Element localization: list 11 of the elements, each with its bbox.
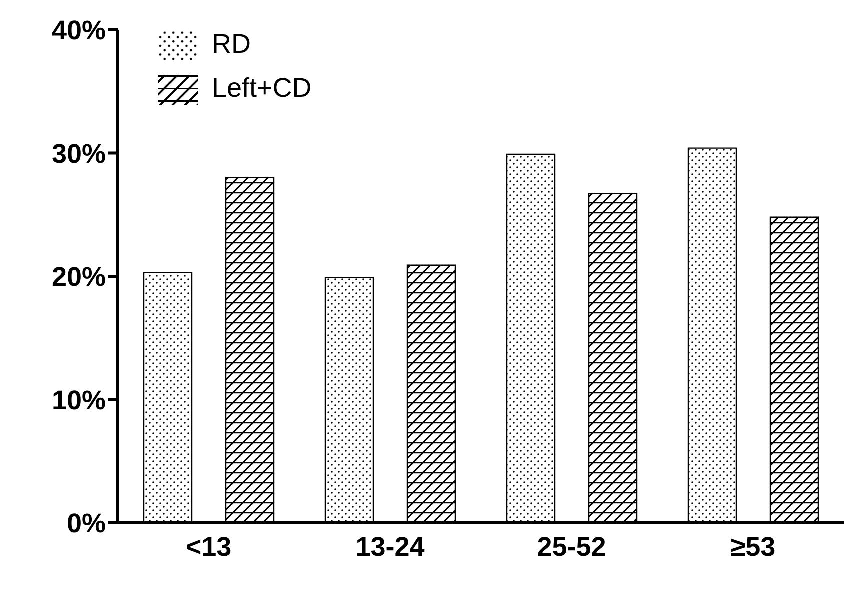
x-tick-label: 13-24 <box>356 532 425 562</box>
x-tick-label: 25-52 <box>537 532 606 562</box>
y-tick-label: 40% <box>52 16 106 46</box>
legend-label: Left+CD <box>212 73 312 103</box>
x-tick-label: <13 <box>186 532 232 562</box>
x-tick-label: ≥53 <box>730 532 776 562</box>
legend-label: RD <box>212 29 251 59</box>
y-tick-label: 10% <box>52 385 106 416</box>
y-tick-label: 20% <box>52 262 106 292</box>
y-tick-label: 30% <box>52 138 106 169</box>
y-tick-label: 0% <box>66 508 106 539</box>
